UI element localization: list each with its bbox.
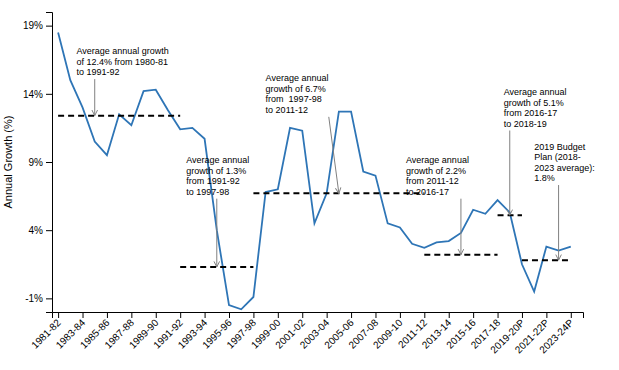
annotations: Average annual growthof 12.4% from 1980-… — [76, 46, 594, 267]
x-tick-mark — [449, 312, 450, 318]
x-tick-mark — [302, 312, 303, 318]
x-tick-mark — [253, 312, 254, 318]
annotation-arrow — [329, 117, 339, 194]
annotation: Average annualgrowth of 5.1%from 2016-17… — [504, 87, 567, 129]
chart: 1981-821983-841985-861987-881989-901991-… — [0, 0, 619, 370]
y-tick-mark — [46, 26, 52, 27]
x-tick-mark — [522, 312, 523, 318]
data-area — [58, 32, 571, 309]
average-line — [522, 259, 571, 261]
x-tick-mark — [424, 312, 425, 318]
x-tick-mark — [156, 312, 157, 318]
x-tick-mark — [546, 312, 547, 318]
y-tick-mark — [46, 230, 52, 231]
x-tick-mark — [229, 312, 230, 318]
y-tick-label: 14% — [23, 89, 43, 100]
x-tick: 2023-24P — [537, 312, 576, 355]
annotation-arrow — [460, 199, 461, 255]
annotation: Average annualgrowth of 2.2%from 2011-12… — [406, 155, 469, 197]
annotation-arrow — [509, 131, 510, 216]
x-tick-mark — [571, 312, 572, 318]
x-tick-mark — [107, 312, 108, 318]
x-axis: 1981-821983-841985-861987-881989-901991-… — [29, 312, 583, 355]
y-tick-label: 19% — [23, 20, 43, 31]
x-tick-mark — [327, 312, 328, 318]
x-tick-mark — [351, 312, 352, 318]
y-tick: 9% — [29, 157, 52, 168]
y-tick-mark — [46, 298, 52, 299]
y-tick-mark — [46, 94, 52, 95]
growth-line — [58, 32, 571, 309]
plot: 1981-821983-841985-861987-881989-901991-… — [2, 13, 595, 356]
y-axis-title: Annual Growth (%) — [2, 116, 14, 209]
x-tick-mark — [473, 312, 474, 318]
x-tick-label: 2023-24P — [537, 317, 576, 356]
y-tick: 14% — [23, 89, 52, 100]
x-tick-mark — [278, 312, 279, 318]
x-tick-mark — [180, 312, 181, 318]
y-tick-label: 4% — [29, 225, 44, 236]
y-tick: 19% — [23, 20, 52, 31]
y-tick: 4% — [29, 225, 52, 236]
annotation: Average annualgrowth of 6.7%from 1997-98… — [266, 73, 329, 115]
annotation-arrow — [216, 199, 217, 267]
annotation: 2019 BudgetPlan (2018-2023 average):1.8% — [534, 142, 595, 184]
annotation-arrow — [94, 79, 95, 116]
x-tick-mark — [498, 312, 499, 318]
y-tick-label: -1% — [25, 293, 43, 304]
x-tick-mark — [205, 312, 206, 318]
annotation: Average annualgrowth of 1.3%from 1991-92… — [186, 155, 249, 197]
annotation-arrow — [558, 185, 559, 260]
y-axis: -1% 4% 9% 14% 19% — [23, 13, 53, 313]
x-tick-mark — [400, 312, 401, 318]
y-tick-label: 9% — [29, 157, 44, 168]
average-line — [58, 115, 180, 117]
annotation: Average annual growthof 12.4% from 1980-… — [76, 46, 168, 77]
y-axis-line — [46, 13, 53, 313]
y-tick: -1% — [25, 293, 52, 304]
x-tick-mark — [83, 312, 84, 318]
x-axis-line — [53, 313, 584, 319]
y-tick-mark — [46, 162, 52, 163]
x-tick-mark — [375, 312, 376, 318]
x-tick-mark — [58, 312, 59, 318]
x-tick-mark — [131, 312, 132, 318]
